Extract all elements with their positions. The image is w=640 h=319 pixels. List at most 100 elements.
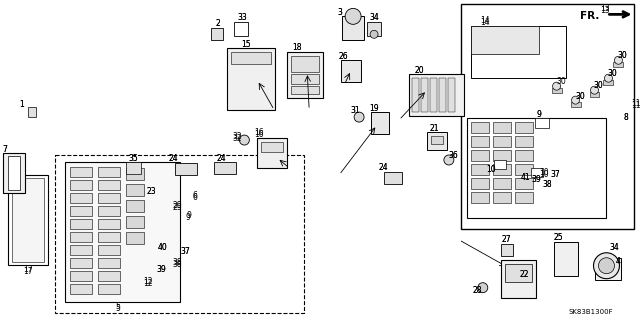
Circle shape: [345, 8, 361, 24]
Bar: [70, 284, 92, 294]
Bar: [493, 136, 511, 147]
Text: 4: 4: [616, 257, 621, 266]
Text: 41: 41: [521, 174, 531, 182]
Bar: [471, 26, 566, 78]
Text: 15: 15: [241, 40, 251, 49]
Text: 8: 8: [623, 113, 628, 122]
Bar: [515, 136, 532, 147]
Text: 10: 10: [539, 168, 548, 177]
Text: 11: 11: [632, 100, 640, 110]
Text: 2: 2: [215, 19, 220, 28]
Text: 13: 13: [601, 4, 611, 13]
Text: 34: 34: [609, 243, 620, 252]
Bar: [342, 16, 364, 40]
Bar: [98, 219, 120, 229]
Text: 15: 15: [241, 40, 251, 49]
Bar: [515, 122, 532, 133]
Text: 33: 33: [237, 13, 247, 22]
Bar: [571, 102, 580, 107]
Circle shape: [370, 30, 378, 38]
Bar: [448, 78, 455, 112]
Text: 34: 34: [369, 13, 379, 22]
Text: 38: 38: [173, 260, 182, 269]
Bar: [98, 284, 120, 294]
Bar: [70, 180, 92, 190]
Bar: [471, 136, 489, 147]
Circle shape: [591, 86, 598, 94]
Bar: [125, 168, 143, 180]
Text: 13: 13: [601, 6, 611, 15]
Circle shape: [598, 258, 614, 274]
Bar: [211, 28, 223, 40]
Bar: [65, 162, 180, 302]
Text: 9: 9: [536, 110, 541, 119]
Text: 35: 35: [129, 153, 138, 162]
Text: 7: 7: [3, 145, 8, 153]
Bar: [257, 138, 287, 168]
Bar: [125, 216, 143, 228]
Bar: [493, 150, 511, 161]
Text: 25: 25: [554, 233, 563, 242]
Text: 31: 31: [350, 106, 360, 115]
Bar: [341, 60, 361, 82]
Text: 21: 21: [429, 123, 438, 133]
Bar: [55, 155, 304, 313]
Bar: [8, 175, 48, 265]
Bar: [552, 88, 561, 93]
Text: 19: 19: [369, 104, 379, 113]
Text: 7: 7: [3, 145, 8, 153]
Bar: [12, 178, 44, 262]
Text: 16: 16: [255, 130, 264, 138]
Text: 12: 12: [143, 279, 152, 288]
Text: 28: 28: [472, 286, 481, 295]
Text: FR.: FR.: [580, 11, 600, 21]
Bar: [70, 245, 92, 255]
Bar: [589, 92, 600, 97]
Text: 27: 27: [502, 235, 511, 244]
Bar: [261, 142, 284, 152]
Text: 30: 30: [607, 69, 618, 78]
Text: 41: 41: [521, 174, 531, 182]
Bar: [291, 74, 319, 84]
Text: 21: 21: [429, 123, 438, 133]
Bar: [125, 232, 143, 244]
Bar: [515, 150, 532, 161]
Text: 30: 30: [618, 51, 627, 60]
Bar: [515, 178, 532, 189]
Text: 17: 17: [23, 265, 33, 274]
Bar: [430, 78, 437, 112]
Text: 22: 22: [520, 270, 529, 279]
Bar: [28, 107, 36, 117]
Bar: [604, 80, 614, 85]
Bar: [232, 52, 271, 64]
Text: 35: 35: [129, 153, 138, 162]
Text: 38: 38: [543, 181, 552, 189]
Text: 3: 3: [338, 8, 342, 17]
Text: 38: 38: [543, 181, 552, 189]
Text: 33: 33: [237, 13, 247, 22]
Bar: [70, 193, 92, 203]
Bar: [70, 167, 92, 177]
Bar: [291, 56, 319, 72]
Bar: [98, 193, 120, 203]
Bar: [471, 150, 489, 161]
Text: 14: 14: [480, 18, 490, 27]
Text: 24: 24: [169, 153, 179, 162]
Circle shape: [593, 253, 620, 279]
Text: 9: 9: [186, 211, 191, 220]
Bar: [125, 200, 143, 212]
Bar: [70, 232, 92, 242]
Bar: [98, 258, 120, 268]
Text: 11: 11: [632, 99, 640, 108]
Text: 1: 1: [20, 100, 24, 109]
Bar: [214, 162, 236, 174]
Bar: [412, 78, 419, 112]
Bar: [427, 132, 447, 150]
Text: 37: 37: [551, 170, 561, 180]
Text: 1: 1: [20, 100, 24, 109]
Text: 39: 39: [157, 265, 166, 274]
Text: 26: 26: [339, 52, 348, 61]
Bar: [125, 162, 141, 174]
Bar: [367, 22, 381, 36]
Text: 37: 37: [180, 247, 191, 256]
